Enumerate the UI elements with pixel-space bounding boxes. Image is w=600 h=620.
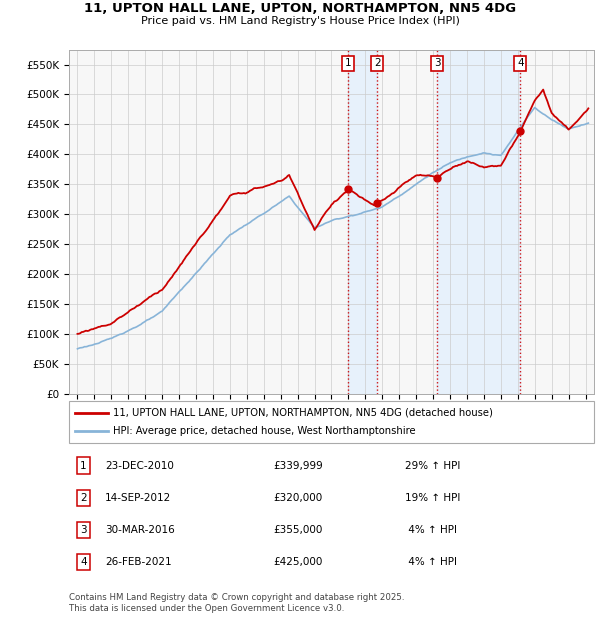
Text: £355,000: £355,000 (273, 525, 322, 535)
Text: £320,000: £320,000 (273, 493, 322, 503)
Text: £425,000: £425,000 (273, 557, 322, 567)
Text: 1: 1 (80, 461, 87, 471)
Text: 4% ↑ HPI: 4% ↑ HPI (405, 557, 457, 567)
Text: 2: 2 (80, 493, 87, 503)
Text: Price paid vs. HM Land Registry's House Price Index (HPI): Price paid vs. HM Land Registry's House … (140, 16, 460, 26)
Text: 2: 2 (374, 58, 381, 68)
Text: 11, UPTON HALL LANE, UPTON, NORTHAMPTON, NN5 4DG (detached house): 11, UPTON HALL LANE, UPTON, NORTHAMPTON,… (113, 408, 493, 418)
Bar (348, 50, 377, 394)
Text: 1: 1 (344, 58, 351, 68)
Text: HPI: Average price, detached house, West Northamptonshire: HPI: Average price, detached house, West… (113, 427, 415, 436)
Text: 14-SEP-2012: 14-SEP-2012 (105, 493, 171, 503)
Text: 29% ↑ HPI: 29% ↑ HPI (405, 461, 460, 471)
Text: 4: 4 (80, 557, 87, 567)
Text: 3: 3 (434, 58, 440, 68)
Text: 3: 3 (80, 525, 87, 535)
Text: 19% ↑ HPI: 19% ↑ HPI (405, 493, 460, 503)
Text: Contains HM Land Registry data © Crown copyright and database right 2025.
This d: Contains HM Land Registry data © Crown c… (69, 593, 404, 613)
Text: 11, UPTON HALL LANE, UPTON, NORTHAMPTON, NN5 4DG: 11, UPTON HALL LANE, UPTON, NORTHAMPTON,… (84, 2, 516, 15)
Text: 4% ↑ HPI: 4% ↑ HPI (405, 525, 457, 535)
Bar (437, 50, 520, 394)
Text: 26-FEB-2021: 26-FEB-2021 (105, 557, 172, 567)
Text: 30-MAR-2016: 30-MAR-2016 (105, 525, 175, 535)
Text: 23-DEC-2010: 23-DEC-2010 (105, 461, 174, 471)
Text: £339,999: £339,999 (273, 461, 323, 471)
Text: 4: 4 (517, 58, 524, 68)
